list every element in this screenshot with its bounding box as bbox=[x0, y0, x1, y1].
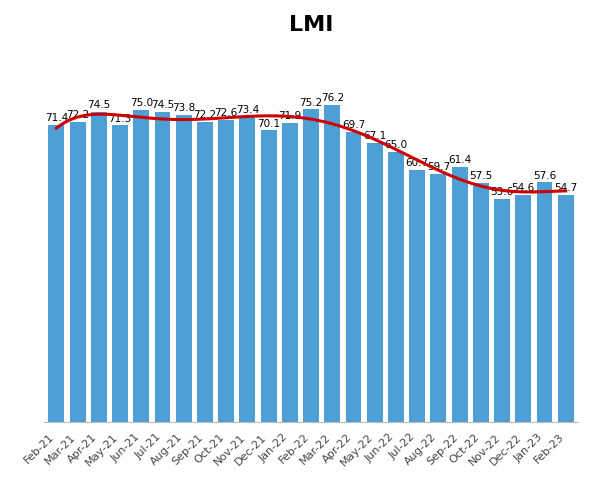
Text: 70.1: 70.1 bbox=[257, 119, 280, 129]
Bar bbox=[155, 112, 170, 422]
Bar bbox=[388, 152, 404, 422]
Text: 65.0: 65.0 bbox=[385, 140, 407, 150]
Bar bbox=[303, 109, 319, 422]
Bar bbox=[409, 170, 425, 422]
Bar bbox=[325, 105, 340, 422]
Text: 67.1: 67.1 bbox=[363, 131, 386, 142]
Bar bbox=[176, 115, 192, 422]
Bar bbox=[49, 125, 64, 422]
Text: 57.6: 57.6 bbox=[533, 171, 556, 181]
Text: 69.7: 69.7 bbox=[342, 120, 365, 130]
Text: 73.8: 73.8 bbox=[172, 103, 196, 114]
Text: 61.4: 61.4 bbox=[448, 155, 471, 165]
Text: 54.6: 54.6 bbox=[512, 183, 535, 193]
Bar bbox=[112, 126, 128, 422]
Text: 71.9: 71.9 bbox=[278, 111, 301, 121]
Bar bbox=[367, 143, 383, 422]
Title: LMI: LMI bbox=[289, 15, 333, 35]
Bar bbox=[218, 120, 234, 422]
Text: 72.2: 72.2 bbox=[66, 110, 89, 120]
Bar bbox=[558, 195, 574, 422]
Text: 57.5: 57.5 bbox=[469, 171, 493, 181]
Text: 60.7: 60.7 bbox=[406, 158, 429, 168]
Text: 74.5: 74.5 bbox=[87, 100, 110, 111]
Text: 73.4: 73.4 bbox=[236, 105, 259, 115]
Bar bbox=[430, 174, 446, 422]
Bar bbox=[197, 122, 213, 422]
Bar bbox=[346, 132, 361, 422]
Bar bbox=[473, 183, 489, 422]
Bar bbox=[494, 199, 510, 422]
Bar bbox=[536, 183, 553, 422]
Bar bbox=[239, 117, 256, 422]
Bar bbox=[91, 112, 107, 422]
Bar bbox=[260, 130, 277, 422]
Text: 53.6: 53.6 bbox=[490, 187, 514, 198]
Text: 72.6: 72.6 bbox=[215, 108, 238, 118]
Bar bbox=[515, 195, 531, 422]
Bar bbox=[70, 122, 86, 422]
Text: 75.0: 75.0 bbox=[130, 99, 153, 108]
Text: 72.2: 72.2 bbox=[193, 110, 217, 120]
Text: 71.3: 71.3 bbox=[109, 114, 132, 124]
Text: 76.2: 76.2 bbox=[320, 93, 344, 103]
Bar bbox=[452, 167, 467, 422]
Text: 75.2: 75.2 bbox=[299, 98, 323, 108]
Text: 71.4: 71.4 bbox=[45, 114, 68, 123]
Bar bbox=[282, 123, 298, 422]
Text: 59.7: 59.7 bbox=[427, 162, 450, 172]
Text: 74.5: 74.5 bbox=[151, 100, 174, 111]
Text: 54.7: 54.7 bbox=[554, 183, 577, 193]
Bar bbox=[133, 110, 149, 422]
